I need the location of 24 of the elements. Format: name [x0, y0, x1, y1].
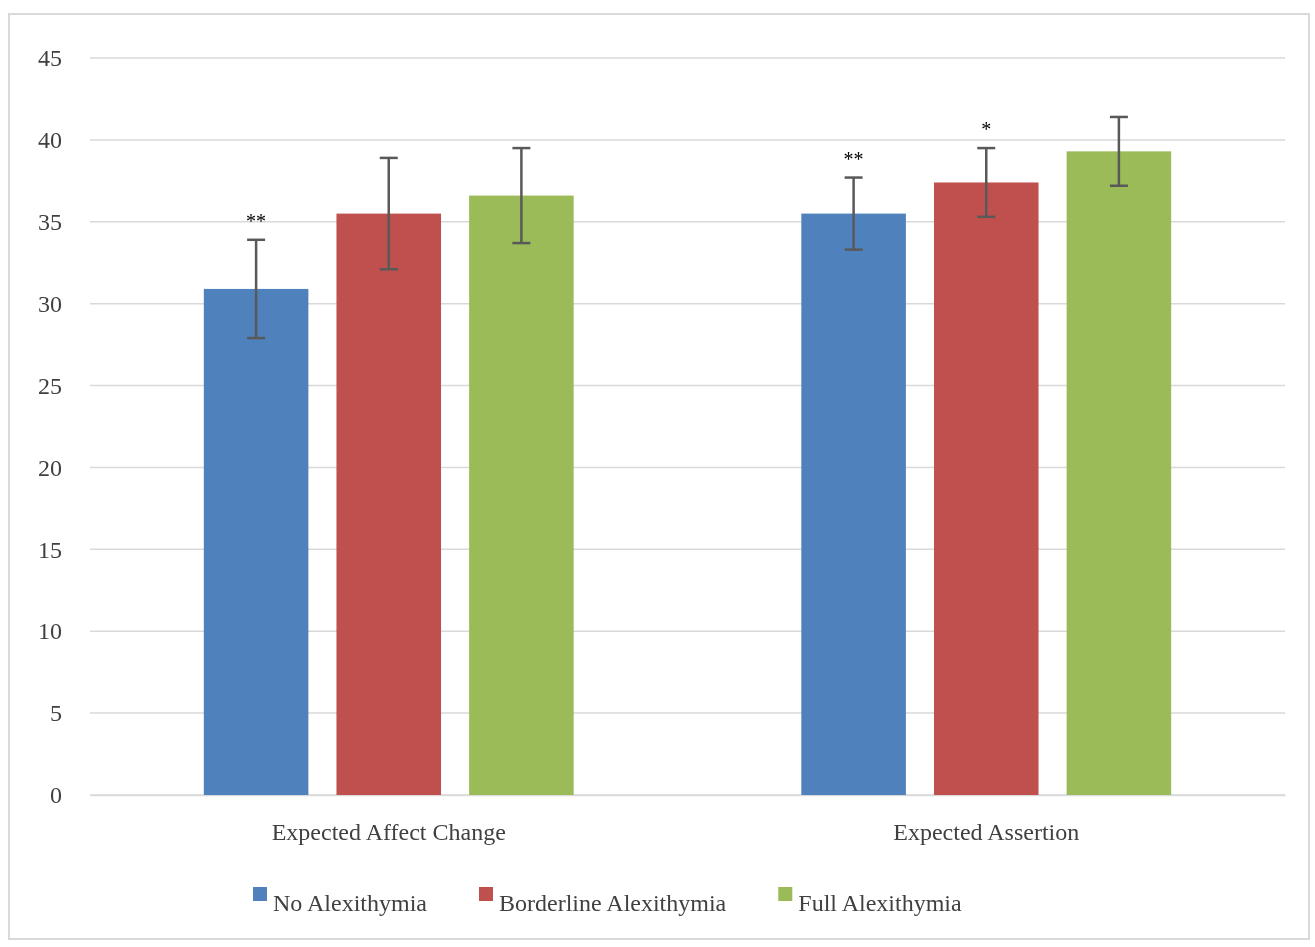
- y-tick-label: 0: [50, 782, 62, 809]
- x-tick-label: Expected Affect Change: [271, 819, 506, 846]
- y-tick-label: 20: [38, 454, 62, 481]
- annotation: *: [981, 118, 992, 141]
- x-tick-label: Expected Assertion: [893, 819, 1080, 846]
- legend-label: No Alexithymia: [273, 890, 428, 916]
- bar: [801, 213, 906, 795]
- annotation: **: [843, 147, 864, 170]
- legend-label: Borderline Alexithymia: [498, 890, 727, 916]
- y-tick-label: 40: [38, 127, 62, 154]
- y-tick-label: 15: [38, 536, 62, 563]
- annotation: **: [246, 209, 267, 232]
- y-tick-label: 25: [38, 372, 62, 399]
- bar: [933, 182, 1039, 795]
- y-tick-label: 10: [38, 618, 62, 645]
- y-tick-label: 35: [38, 208, 62, 235]
- bar: [203, 288, 309, 795]
- y-tick-label: 5: [50, 700, 62, 727]
- legend-label: Full Alexithymia: [798, 890, 962, 916]
- y-tick-label: 30: [38, 290, 62, 317]
- bar: [469, 195, 574, 795]
- bar: [1066, 151, 1172, 795]
- bar: [336, 213, 442, 795]
- y-tick-label: 45: [38, 45, 62, 72]
